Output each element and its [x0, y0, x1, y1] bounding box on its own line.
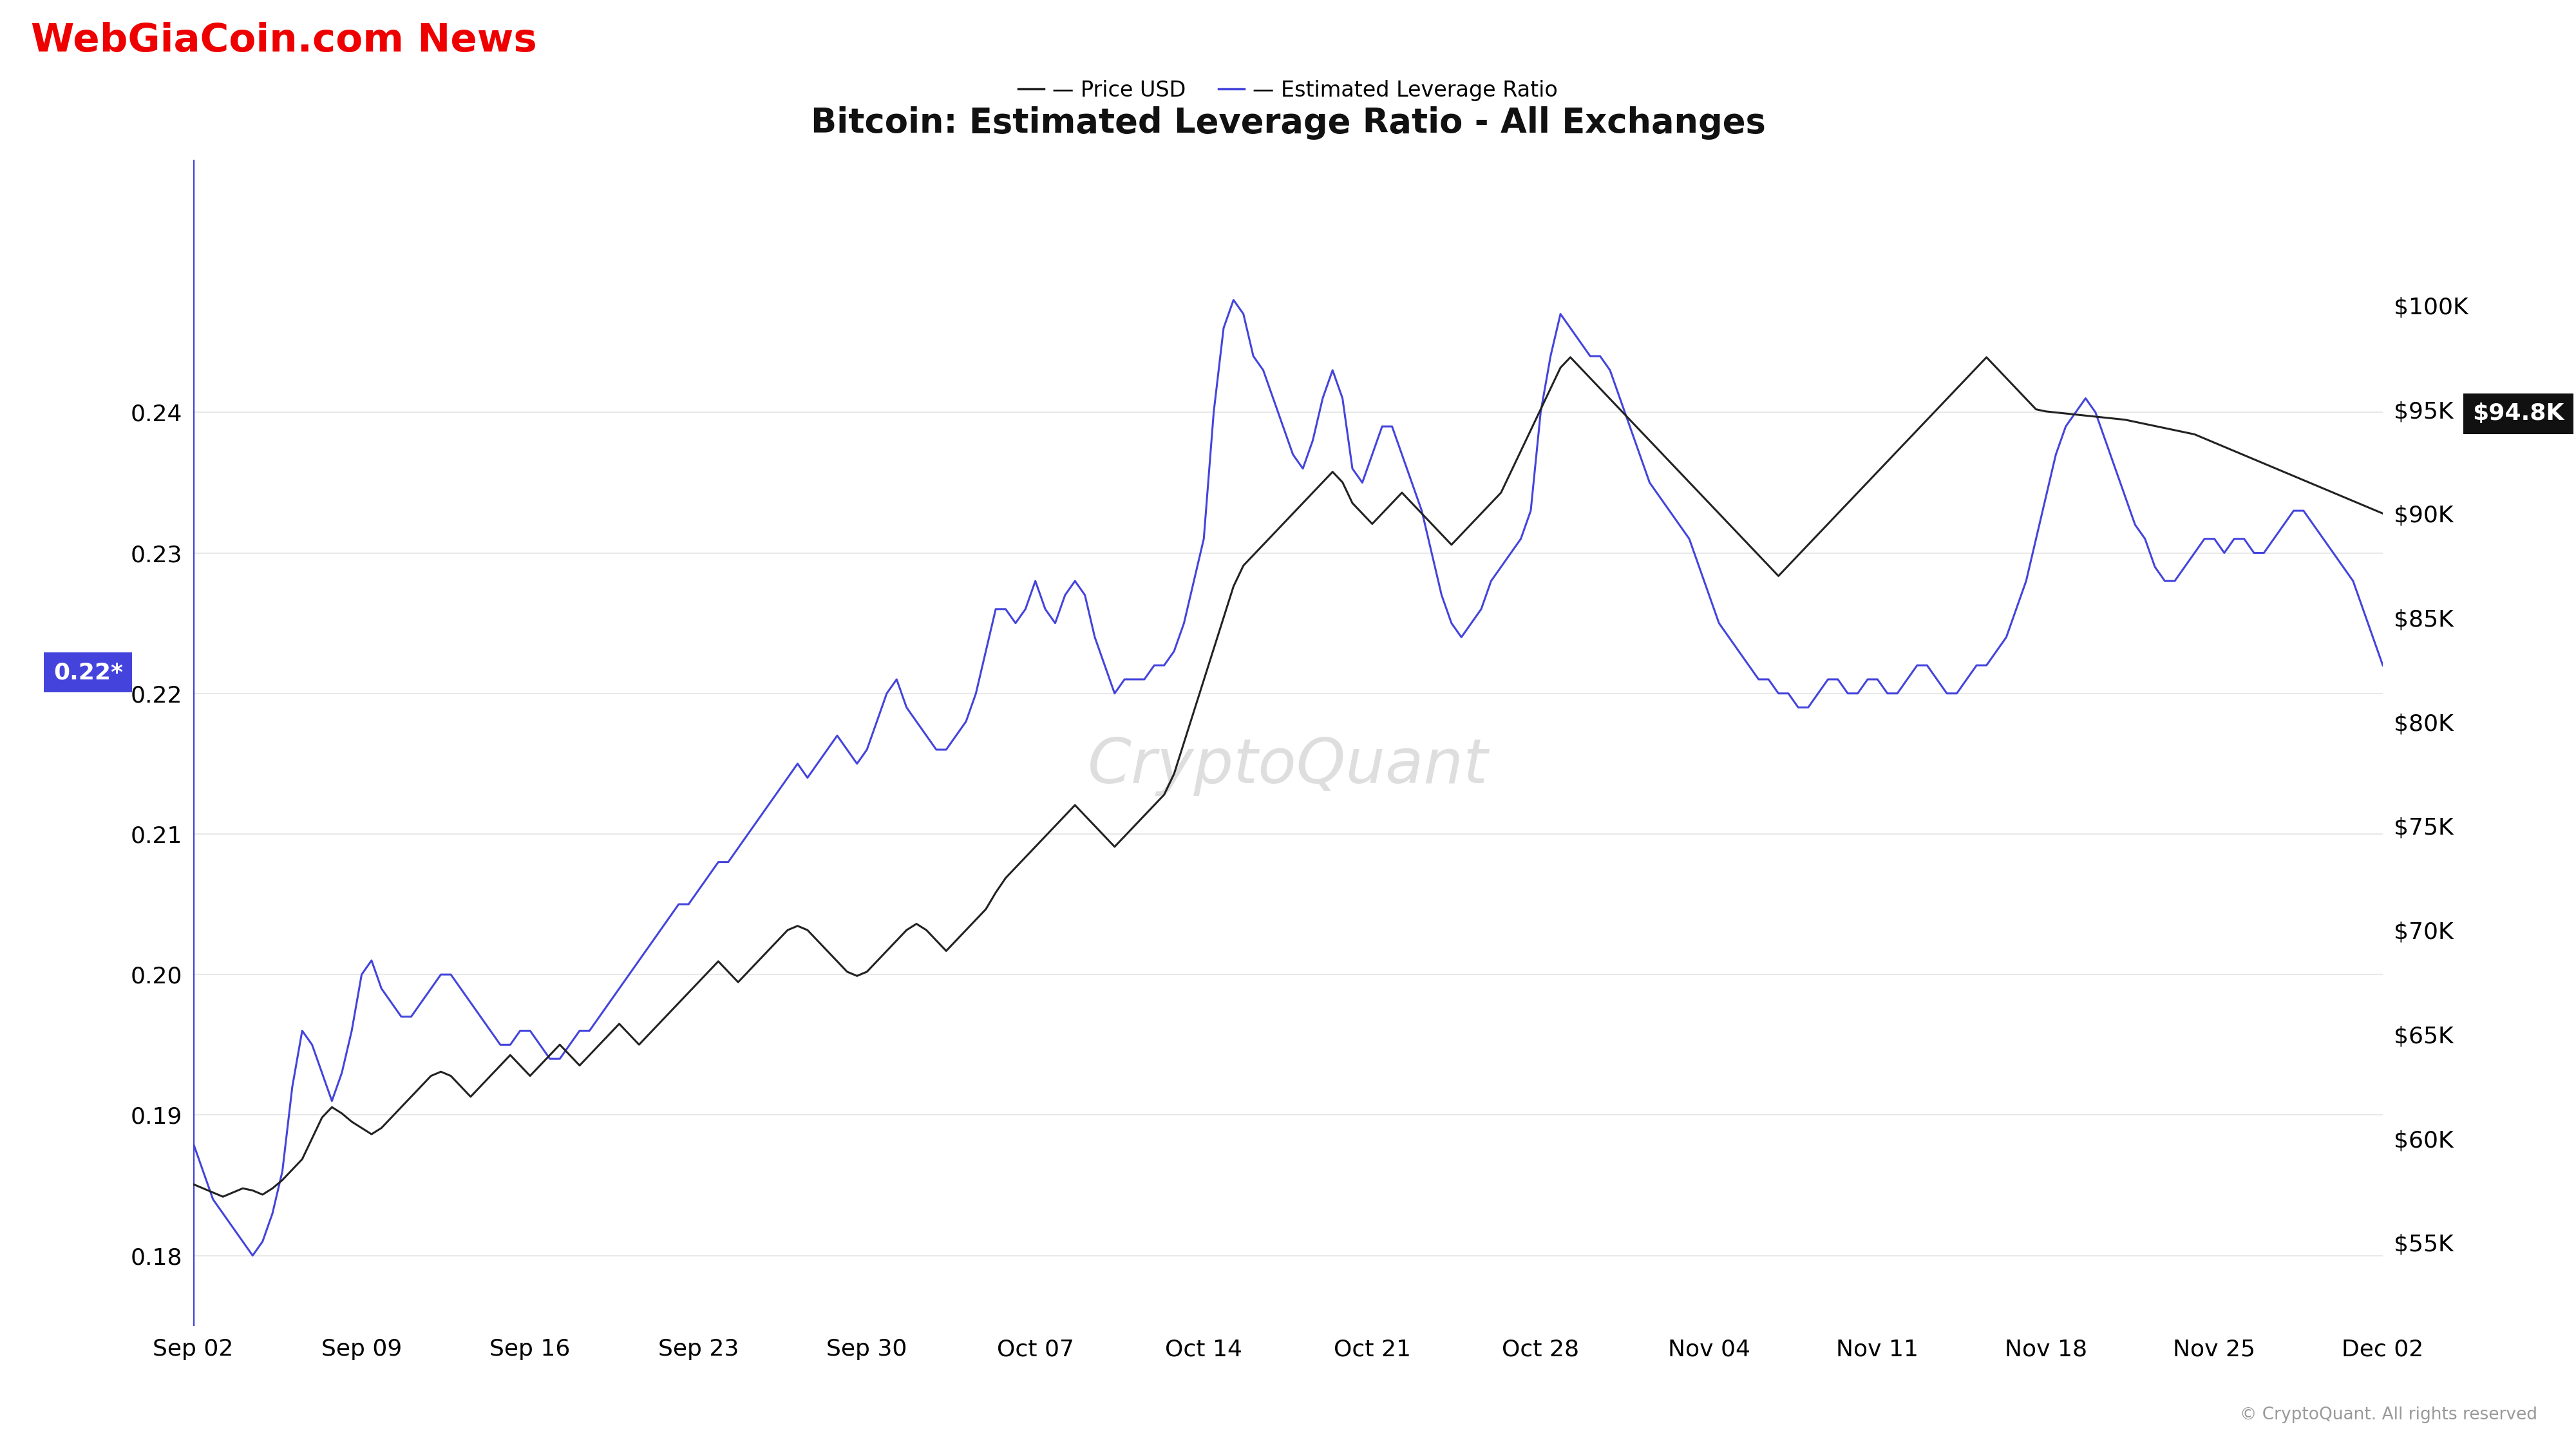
Text: WebGiaCoin.com News: WebGiaCoin.com News — [31, 22, 536, 59]
Text: $94.8K: $94.8K — [2473, 403, 2563, 425]
Legend: — Price USD, — Estimated Leverage Ratio: — Price USD, — Estimated Leverage Ratio — [1010, 71, 1566, 110]
Text: © CryptoQuant. All rights reserved: © CryptoQuant. All rights reserved — [2241, 1406, 2537, 1423]
Text: CryptoQuant: CryptoQuant — [1087, 736, 1489, 796]
Text: Bitcoin: Estimated Leverage Ratio - All Exchanges: Bitcoin: Estimated Leverage Ratio - All … — [811, 106, 1765, 141]
Text: 0.22*: 0.22* — [54, 661, 124, 684]
